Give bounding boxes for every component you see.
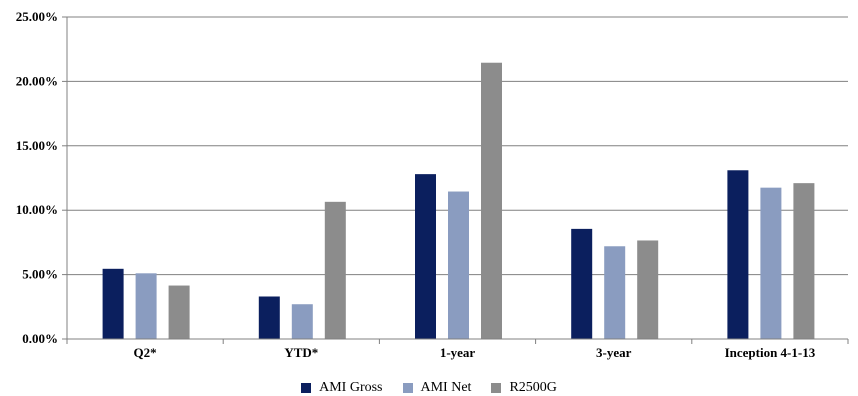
x-category-label: Q2* [134,345,157,360]
legend-item-ami-net: AMI Net [402,380,472,396]
x-category-label: 3-year [596,345,632,360]
legend-item-r2500g: R2500G [491,380,557,396]
bar-ami-net-0 [135,273,157,339]
legend-label: R2500G [509,380,557,395]
bars [102,62,815,339]
y-tick-label: 10.00% [16,202,58,217]
bar-ami-gross-2 [415,174,436,339]
bar-ami-gross-4 [727,170,749,339]
legend: AMI Gross AMI Net R2500G [0,380,858,396]
legend-label: AMI Net [420,380,472,395]
y-tick-label: 0.00% [22,331,58,346]
legend-item-ami-gross: AMI Gross [301,380,383,396]
legend-swatch [491,383,502,393]
y-tick-label: 25.00% [16,9,58,24]
bar-ami-net-1 [291,304,313,339]
bar-r2500g-3 [637,240,659,339]
bar-ami-gross-1 [258,296,280,339]
bar-r2500g-0 [168,285,190,339]
x-category-label: 1-year [440,345,476,360]
legend-swatch [402,383,413,393]
x-category-label: YTD* [284,345,318,360]
bar-r2500g-4 [793,183,815,339]
gridlines [67,16,848,276]
y-tick-label: 20.00% [16,73,58,88]
x-axis: Q2* YTD* 1-year 3-year Inception 4-1-13 [66,338,849,360]
bar-ami-net-2 [448,191,469,339]
bar-ami-gross-3 [571,228,593,339]
x-category-label: Inception 4-1-13 [725,345,816,360]
bar-ami-net-3 [604,246,626,339]
y-tick-label: 15.00% [16,138,58,153]
bar-r2500g-1 [324,201,346,339]
bar-r2500g-2 [481,62,502,339]
y-axis: 0.00% 5.00% 10.00% 15.00% 20.00% 25.00% [16,9,68,346]
legend-label: AMI Gross [319,380,383,395]
y-tick-label: 5.00% [22,267,58,282]
bar-ami-gross-0 [102,268,124,339]
legend-swatch [301,383,312,393]
bar-ami-net-4 [760,187,782,339]
